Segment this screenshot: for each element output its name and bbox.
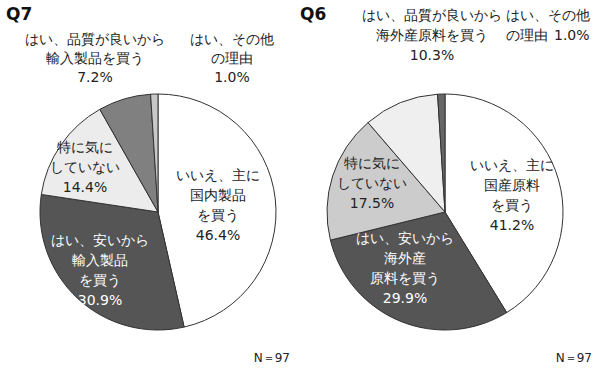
value-label: 41.2% [490, 217, 534, 233]
slice-label-line: 海外産 [384, 250, 426, 266]
slice-label: はい、安いから輸入製品を買う [51, 232, 149, 288]
slice-label: はい、品質が良いから海外産原料を買う [362, 7, 502, 43]
slice-label: いいえ、主に国内製品を買う [176, 167, 260, 223]
data-labels: いいえ、主に国産原料を買う41.2%はい、安いから海外産原料を買う29.9%特に… [337, 7, 590, 306]
slice-label: 特に気にしていない [50, 139, 120, 175]
chart-canvas: Q7いいえ、主に国内製品を買う46.4%はい、安いから輸入製品を買う30.9%特… [0, 0, 600, 368]
pie-slice [40, 194, 184, 330]
slice-label-line: いいえ、主に [176, 167, 260, 183]
pie-chart: Q7いいえ、主に国内製品を買う46.4%はい、安いから輸入製品を買う30.9%特… [6, 4, 290, 365]
slice-label-line: 国内製品 [190, 187, 246, 203]
value-label: 17.5% [350, 195, 394, 211]
slice-label-line: はい、その他 [506, 7, 590, 23]
slice-label-line: していない [337, 175, 407, 191]
annotation: N＝97 [556, 351, 592, 365]
slice-label-line: いいえ、主に [470, 157, 554, 173]
slices [40, 94, 276, 330]
slice-label: 特に気にしていない [337, 155, 407, 191]
value-label: 46.4% [196, 227, 240, 243]
value-label: 14.4% [63, 179, 107, 195]
pie-slice [330, 212, 506, 330]
slice-label: いいえ、主に国産原料を買う [470, 157, 554, 213]
slice-label-line: 国産原料 [484, 177, 540, 193]
slice-label-line: していない [50, 159, 120, 175]
slice-label: はい、その他の理由 [190, 31, 274, 66]
slice-label-line: はい、安いから [51, 232, 149, 248]
slice-label-line: の理由 [506, 27, 548, 43]
slice-label-line: 原料を買う [370, 270, 440, 286]
slice-label-line: を買う [197, 207, 239, 223]
chart-title: Q7 [6, 4, 32, 24]
pie-chart: Q6いいえ、主に国産原料を買う41.2%はい、安いから海外産原料を買う29.9%… [300, 4, 592, 365]
slice-label: はい、品質が良いから輸入製品を買う [25, 31, 165, 66]
annotation: N＝97 [254, 351, 290, 365]
slice-label-line: を買う [491, 197, 533, 213]
slice-label-line: の理由 [211, 50, 253, 66]
slice-label-line: 輸入製品を買う [46, 50, 144, 66]
value-label: 1.0% [554, 27, 590, 43]
slice-label-line: を買う [79, 272, 121, 288]
value-label: 30.9% [78, 292, 122, 308]
slices [327, 94, 563, 330]
slice-label-line: はい、品質が良いから [25, 31, 165, 47]
value-label: 10.3% [410, 47, 454, 63]
chart-title: Q6 [300, 4, 326, 24]
slice-label-line: 輸入製品 [72, 252, 128, 268]
slice-label-line: はい、安いから [356, 230, 454, 246]
value-label: 29.9% [383, 290, 427, 306]
slice-label-line: 特に気に [57, 139, 113, 155]
slice-label-line: 特に気に [344, 155, 400, 171]
page: {"chart_data": [ {"type": "pie", "title"… [0, 0, 600, 368]
slice-label-line: はい、品質が良いから [362, 7, 502, 23]
slice-label: はい、その他の理由 [506, 7, 590, 43]
pie-slice [438, 94, 445, 212]
value-label: 7.2% [77, 69, 113, 85]
value-label: 1.0% [214, 69, 250, 85]
slice-label-line: はい、その他 [190, 31, 274, 47]
slice-label-line: 海外産原料を買う [376, 27, 488, 43]
data-labels: いいえ、主に国内製品を買う46.4%はい、安いから輸入製品を買う30.9%特に気… [25, 31, 274, 308]
pie-slice [151, 94, 158, 212]
slice-label: はい、安いから海外産原料を買う [356, 230, 454, 286]
